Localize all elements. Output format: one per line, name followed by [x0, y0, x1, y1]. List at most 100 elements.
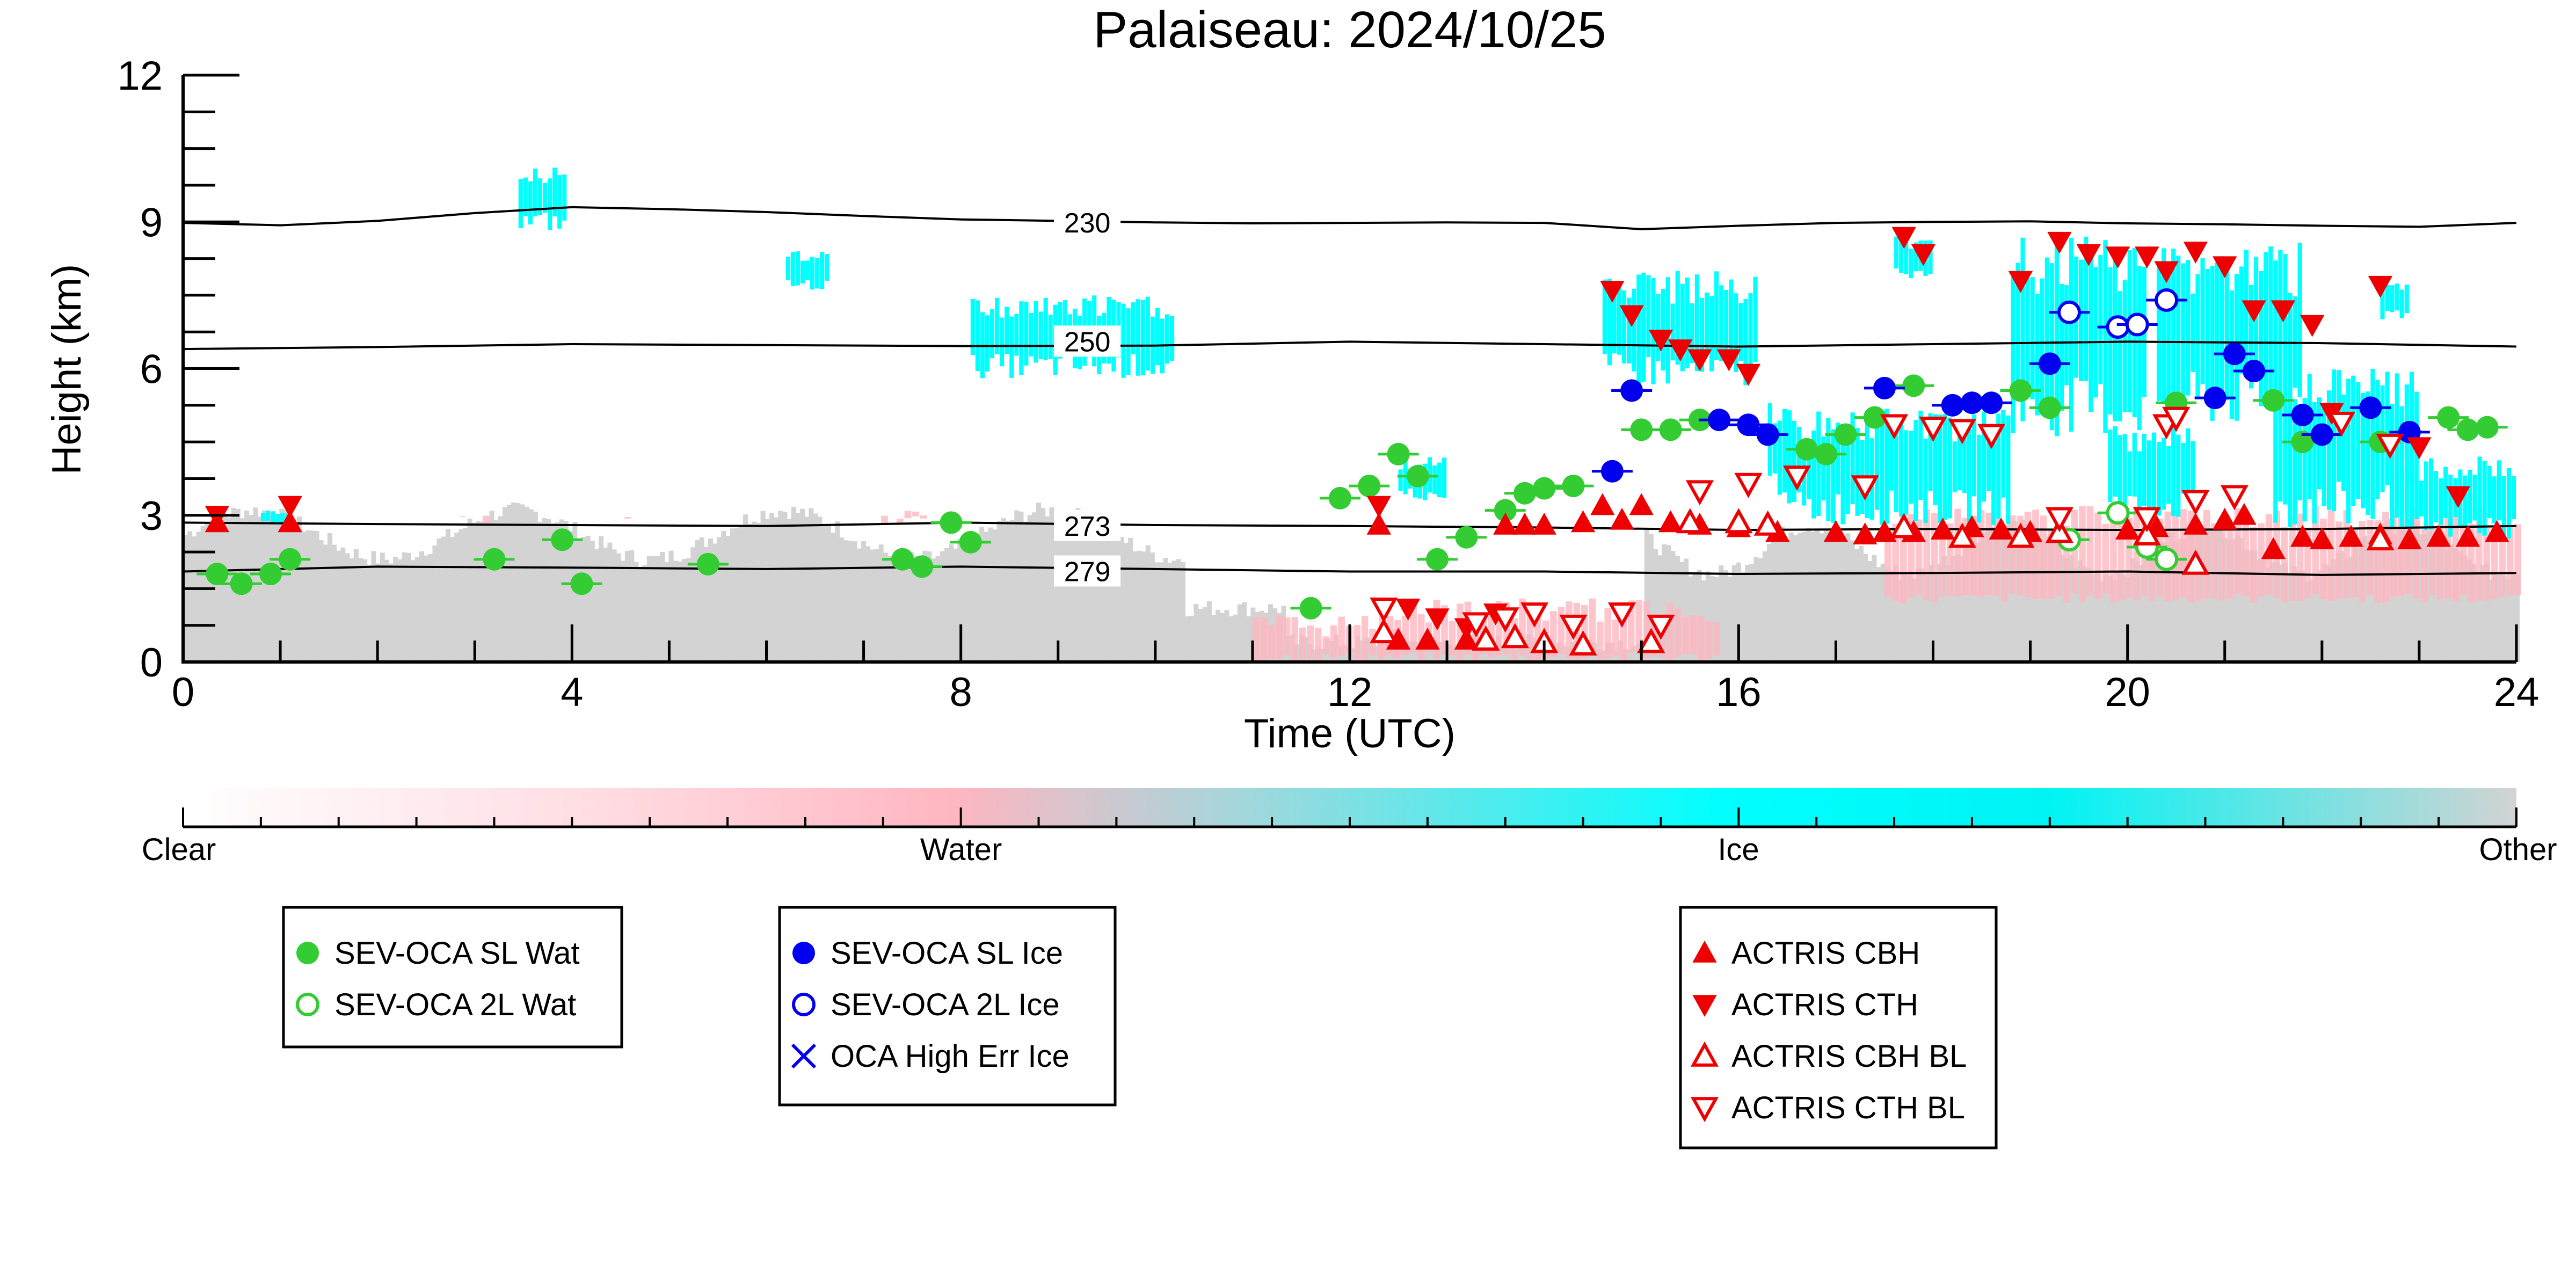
other-class-column [809, 508, 814, 662]
other-class-column [454, 533, 460, 662]
ice-class-column [2477, 456, 2482, 533]
other-class-column [747, 523, 753, 662]
data-point [1834, 423, 1857, 446]
other-class-column [485, 521, 490, 662]
data-point [1753, 510, 1782, 536]
x-axis-label: Time (UTC) [1244, 711, 1456, 756]
other-class-column [183, 535, 188, 662]
other-class-column [603, 547, 608, 662]
ice-class-column [2439, 478, 2443, 525]
ice-class-column [2385, 372, 2390, 485]
other-class-column [1627, 649, 1632, 662]
other-class-column [414, 557, 420, 662]
water-class-column [1884, 528, 1891, 597]
other-class-column [2313, 575, 2319, 662]
data-point [1533, 477, 1556, 500]
other-class-column [441, 536, 446, 662]
other-class-column [848, 541, 853, 662]
other-class-column [1031, 512, 1037, 662]
water-class-column [2203, 510, 2210, 599]
water-class-column [1354, 624, 1360, 660]
ice-class-column [1831, 429, 1836, 523]
other-class-column [2444, 549, 2450, 662]
other-class-column [2274, 562, 2280, 662]
ice-class-column [537, 178, 543, 215]
ice-class-column [1734, 293, 1738, 373]
other-class-column [852, 541, 857, 662]
ice-class-column [1923, 439, 1928, 523]
water-class-column [1361, 616, 1369, 661]
data-point [1872, 520, 1897, 542]
other-class-column [1766, 544, 1772, 662]
other-class-column [690, 547, 696, 662]
other-class-column [1898, 579, 1903, 662]
data-point [1716, 349, 1741, 372]
other-class-column [1644, 529, 1649, 662]
ice-class-column [2084, 236, 2089, 381]
ice-class-column [1000, 317, 1005, 367]
ice-class-column [1855, 428, 1860, 516]
ice-class-column [1807, 442, 1811, 499]
other-class-column [1906, 575, 1912, 662]
ice-class-column [1034, 301, 1038, 363]
water-class-column [904, 511, 912, 519]
other-class-column [2235, 535, 2240, 662]
other-class-column [459, 529, 464, 662]
other-class-column [2252, 550, 2258, 662]
legend-entry-label: SEV-OCA 2L Wat [334, 987, 576, 1022]
ice-class-column [2108, 430, 2113, 503]
other-class-column [2497, 574, 2502, 662]
x-tick-label: 20 [2105, 670, 2150, 715]
other-class-column [1723, 570, 1728, 662]
ice-class-column [2166, 446, 2171, 504]
other-class-column [1185, 616, 1190, 662]
other-class-column [1128, 537, 1133, 662]
other-class-column [493, 520, 499, 662]
other-class-column [2055, 543, 2061, 662]
other-class-column [1088, 523, 1094, 662]
other-class-column [1224, 610, 1229, 662]
other-class-column [2147, 547, 2152, 662]
other-class-column [935, 556, 941, 662]
ice-class-column [2395, 283, 2399, 311]
ice-class-column [2156, 261, 2162, 401]
other-class-column [974, 544, 980, 662]
other-class-column [1653, 549, 1658, 662]
other-class-column [353, 549, 359, 662]
data-point [279, 548, 302, 571]
ice-class-column [1709, 296, 1714, 372]
x-tick-label: 24 [2494, 670, 2539, 715]
other-class-column [528, 509, 534, 662]
other-class-column [2165, 542, 2170, 662]
water-class-column [2242, 522, 2250, 596]
other-class-column [436, 539, 442, 662]
other-class-column [2326, 565, 2332, 662]
data-point [1630, 418, 1653, 441]
ice-class-column [2297, 413, 2302, 500]
data-point [1520, 602, 1549, 628]
ice-class-column [1724, 290, 1729, 360]
other-class-column [1149, 552, 1155, 662]
ice-class-column [265, 510, 271, 521]
data-point [2106, 501, 2130, 525]
data-point [1989, 518, 2013, 540]
other-class-column [2182, 538, 2188, 662]
other-class-column [730, 528, 735, 662]
other-class-column [835, 521, 840, 662]
water-class-column [1604, 608, 1612, 659]
ice-class-column [1670, 303, 1675, 361]
ice-class-column [1865, 417, 1869, 519]
other-class-column [1929, 564, 1934, 662]
other-class-column [2069, 555, 2074, 662]
other-class-column [2419, 534, 2424, 662]
ice-class-column [2020, 237, 2025, 421]
ice-class-column [1675, 271, 1680, 365]
other-class-column [1053, 516, 1059, 662]
data-point [2203, 387, 2226, 410]
data-point [1491, 607, 1519, 633]
ice-class-column [1777, 420, 1782, 495]
data-point [2181, 490, 2210, 515]
data-point [1600, 460, 1624, 483]
data-point [1512, 512, 1537, 535]
ice-class-column [1602, 279, 1607, 354]
